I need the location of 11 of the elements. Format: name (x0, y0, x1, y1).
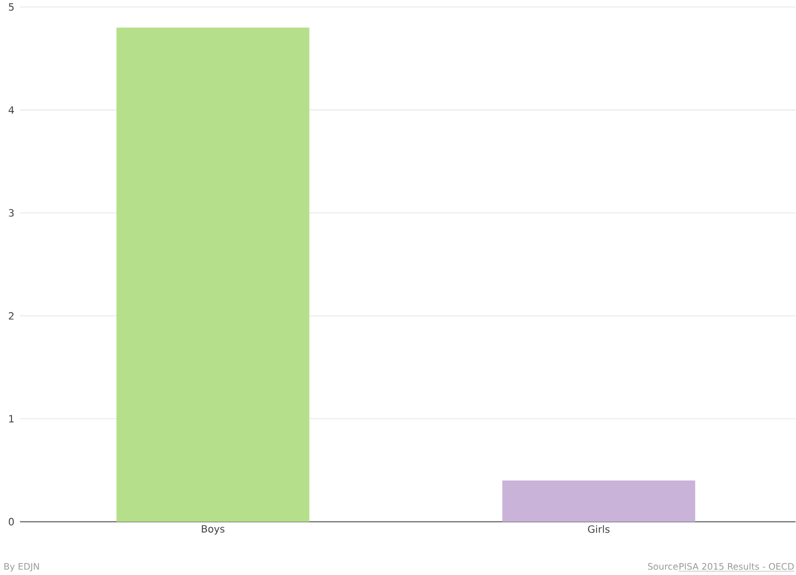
y-tick-label: 4 (8, 106, 14, 114)
y-tick-label: 3 (8, 209, 14, 217)
text: By EDJN (4, 563, 39, 572)
x-tick-label: Boys (202, 525, 224, 535)
text: PISA 2015 Results - OECD (679, 562, 794, 570)
text: Source (648, 563, 678, 570)
y-tick-label: 1 (9, 415, 14, 422)
y-tick-label: 0 (8, 518, 14, 526)
y-tick-label: 5 (8, 3, 14, 11)
y-tick-label: 2 (8, 312, 14, 320)
x-tick-label: Girls (588, 525, 610, 533)
